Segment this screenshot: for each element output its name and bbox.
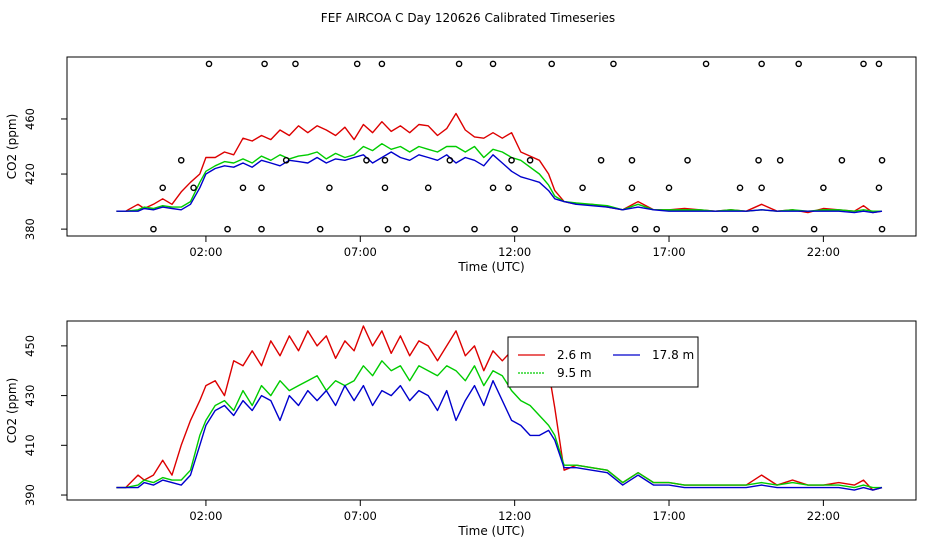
x-tick-label: 12:00 xyxy=(498,245,531,259)
x-tick-label: 22:00 xyxy=(807,245,840,259)
flag-marker xyxy=(776,156,784,164)
flag-marker xyxy=(489,60,497,68)
flag-marker xyxy=(378,60,386,68)
x-axis-label: Time (UTC) xyxy=(457,260,524,274)
flag-marker xyxy=(403,225,410,233)
flag-marker xyxy=(384,225,392,233)
legend-label-9-5m: 9.5 m xyxy=(557,366,592,380)
flag-marker xyxy=(665,184,673,192)
flag-marker xyxy=(684,156,691,164)
flag-marker xyxy=(878,156,886,164)
panel-top: 02:00 07:00 12:00 17:00 22:00 380 420 460 Time (… xyxy=(5,56,917,274)
flag-marker xyxy=(511,225,518,233)
series-line-17-8m xyxy=(116,151,883,214)
panel-bottom: 02:00 07:00 12:00 17:00 22:00 390 410 430 450 Tim… xyxy=(5,320,917,538)
flag-marker xyxy=(875,184,883,192)
flag-marker xyxy=(258,225,265,233)
flag-marker xyxy=(508,156,515,164)
series-line-9-5m xyxy=(116,360,882,489)
flag-marker xyxy=(628,156,636,164)
flag-marker xyxy=(282,156,290,164)
flag-marker xyxy=(190,184,197,192)
flag-marker xyxy=(224,225,231,233)
legend-label-2-6m: 2.6 m xyxy=(557,348,592,362)
y-axis-label: CO2 (ppm) xyxy=(5,114,19,180)
x-tick-label: 07:00 xyxy=(344,245,377,259)
x-tick-label: 02:00 xyxy=(189,509,222,523)
flag-marker xyxy=(505,184,512,192)
flag-marker xyxy=(563,225,571,233)
flag-marker xyxy=(489,184,497,192)
x-tick-label: 17:00 xyxy=(652,245,685,259)
flag-marker xyxy=(316,225,324,233)
flag-marker xyxy=(758,184,765,192)
flag-marker xyxy=(326,184,333,192)
series-line-17-8m xyxy=(116,380,883,491)
flag-marker xyxy=(455,60,463,68)
legend-label-17-8m: 17.8 m xyxy=(652,348,694,362)
flag-marker xyxy=(795,60,802,68)
x-tick-label: 17:00 xyxy=(652,509,685,523)
y-tick-label: 410 xyxy=(23,434,37,456)
flag-marker xyxy=(471,225,478,233)
flag-marker xyxy=(758,60,765,68)
flag-marker xyxy=(838,156,846,164)
flag-marker xyxy=(363,156,370,164)
flag-marker xyxy=(875,60,883,68)
flag-marker xyxy=(820,184,827,192)
y-tick-label: 390 xyxy=(23,484,37,506)
legend: 2.6 m 9.5 m 17.8 m xyxy=(507,336,699,388)
flag-marker xyxy=(579,184,586,192)
flag-marker xyxy=(258,184,265,192)
flag-marker xyxy=(810,225,818,233)
y-tick-label: 420 xyxy=(23,163,37,185)
flag-marker xyxy=(548,60,556,68)
chart-title: FEF AIRCOA C Day 120626 Calibrated Times… xyxy=(321,11,615,25)
flag-marker xyxy=(424,184,432,192)
legend-box xyxy=(507,336,699,388)
flag-marker xyxy=(752,225,759,233)
flag-marker xyxy=(702,60,710,68)
flag-marker xyxy=(860,60,867,68)
flag-marker xyxy=(721,225,728,233)
plot-frame xyxy=(66,56,917,237)
flag-marker xyxy=(628,184,636,192)
plot-frame xyxy=(66,320,917,501)
flag-marker xyxy=(610,60,617,68)
flag-marker xyxy=(736,184,744,192)
x-tick-label: 02:00 xyxy=(189,245,222,259)
y-tick-label: 450 xyxy=(23,335,37,357)
flag-marker xyxy=(177,156,185,164)
flag-marker xyxy=(159,184,167,192)
flag-marker xyxy=(446,156,454,164)
y-tick-label: 430 xyxy=(23,385,37,407)
x-tick-label: 12:00 xyxy=(498,509,531,523)
flag-marker xyxy=(150,225,157,233)
flag-marker xyxy=(597,156,605,164)
flag-marker xyxy=(381,156,389,164)
x-tick-label: 07:00 xyxy=(344,509,377,523)
y-tick-label: 380 xyxy=(23,218,37,240)
x-axis-label: Time (UTC) xyxy=(457,524,524,538)
flag-marker xyxy=(205,60,213,68)
flag-marker xyxy=(292,60,299,68)
flag-marker xyxy=(261,60,268,68)
flag-marker xyxy=(353,60,361,68)
y-axis-label: CO2 (ppm) xyxy=(5,378,19,444)
flag-marker xyxy=(239,184,247,192)
flag-marker xyxy=(631,225,639,233)
flag-marker xyxy=(526,156,534,164)
flag-marker xyxy=(381,184,389,192)
x-tick-label: 22:00 xyxy=(807,509,840,523)
flag-marker xyxy=(878,225,886,233)
flag-marker xyxy=(653,225,660,233)
y-tick-label: 460 xyxy=(23,108,37,130)
flag-marker xyxy=(755,156,762,164)
